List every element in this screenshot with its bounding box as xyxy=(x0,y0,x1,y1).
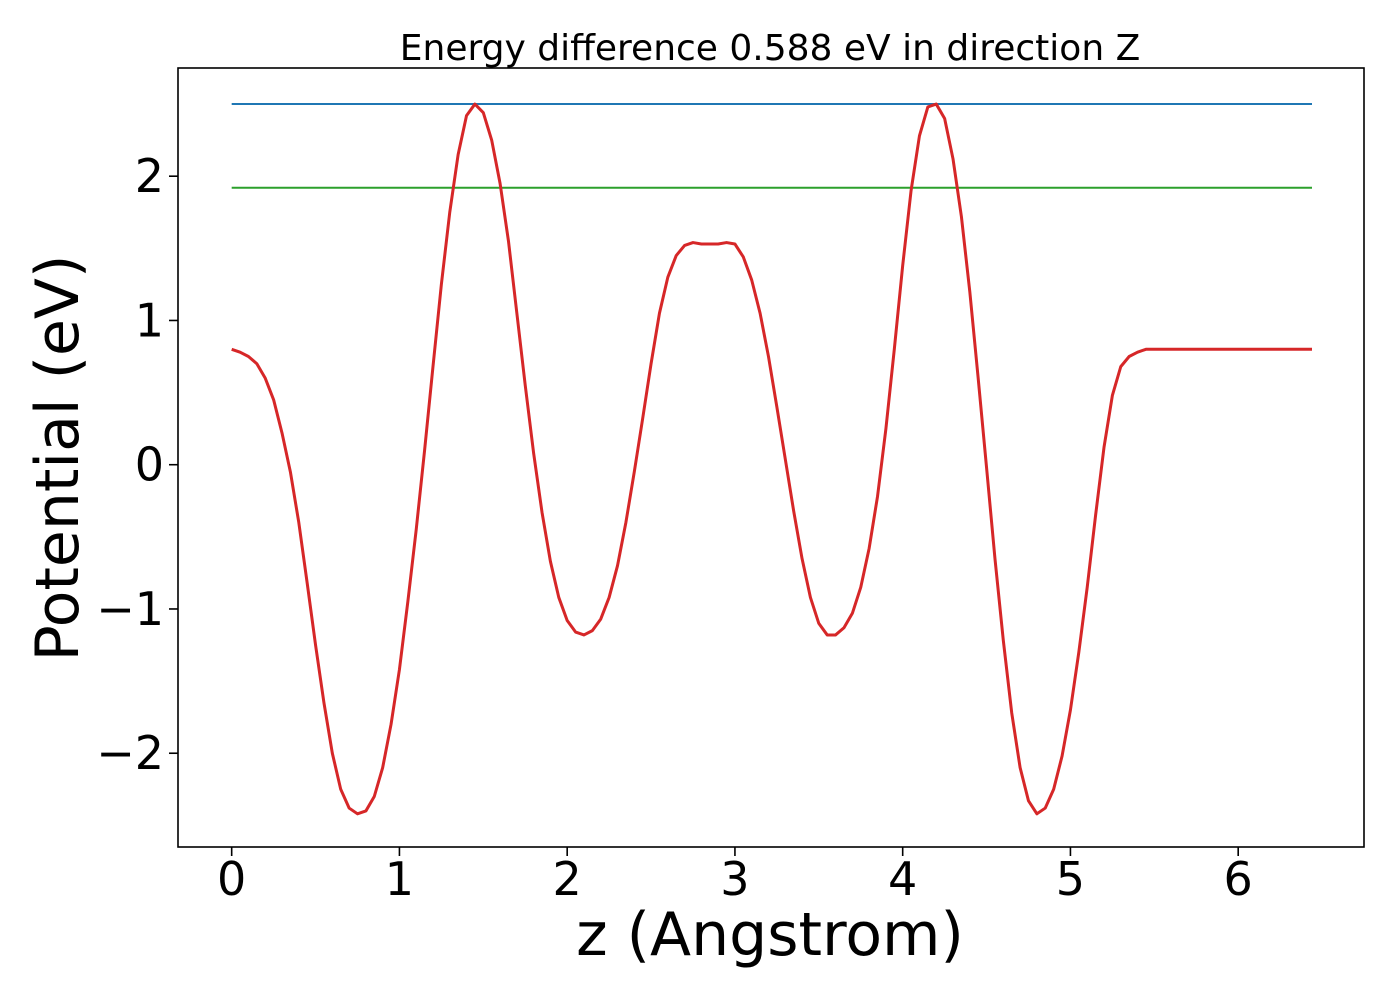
x-tick-label: 1 xyxy=(385,852,414,906)
y-tick-label: 2 xyxy=(135,149,164,203)
x-tick-label: 4 xyxy=(888,852,917,906)
x-tick-label: 6 xyxy=(1224,852,1253,906)
y-tick-label: 1 xyxy=(135,293,164,347)
plot-frame xyxy=(177,67,1365,848)
x-tick-label: 2 xyxy=(553,852,582,906)
y-tick-label: −2 xyxy=(96,726,164,780)
plot-area xyxy=(177,67,1365,848)
x-axis-label: z (Angstrom) xyxy=(576,900,964,970)
y-tick-label: 0 xyxy=(135,438,164,492)
x-tick-label: 5 xyxy=(1056,852,1085,906)
series-layer xyxy=(231,102,1312,816)
x-tick-label: 3 xyxy=(720,852,749,906)
chart-title: Energy difference 0.588 eV in direction … xyxy=(400,28,1141,69)
x-axis-ticks: 0 1 2 3 4 5 6 xyxy=(217,847,1253,906)
y-tick-label: −1 xyxy=(96,582,164,636)
series-line-3 xyxy=(231,102,1312,816)
y-axis-label: Potential (eV) xyxy=(23,255,93,662)
y-axis-ticks: −2 −1 0 1 2 xyxy=(96,149,178,780)
x-tick-label: 0 xyxy=(217,852,246,906)
